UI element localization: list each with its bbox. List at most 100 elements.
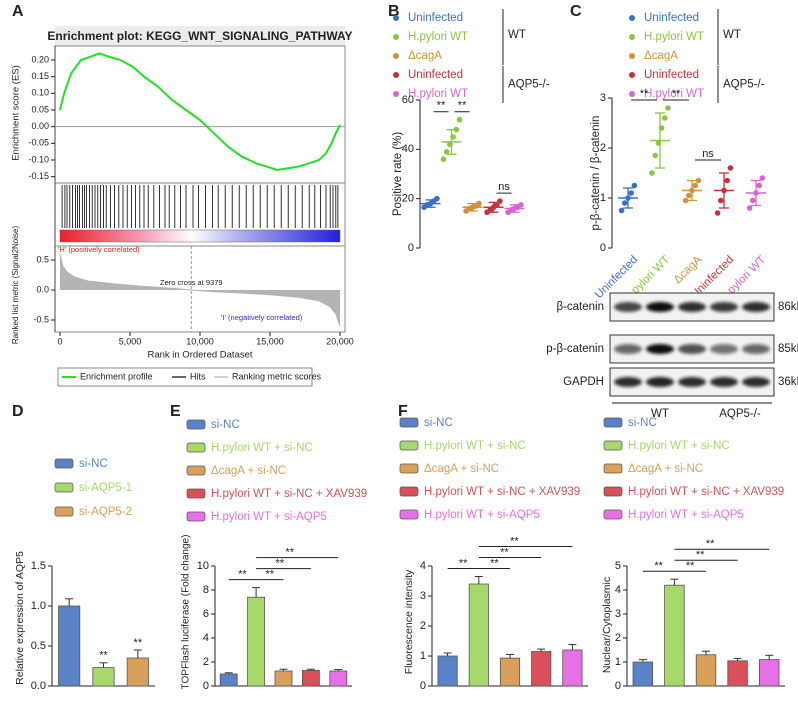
legend-label: H.pylori WT	[644, 88, 704, 100]
legend-swatch	[603, 486, 623, 497]
significance-label: **	[134, 637, 143, 649]
bar	[727, 660, 748, 687]
significance-label: **	[458, 100, 467, 112]
legend-swatch	[399, 417, 419, 428]
panel-label: D	[12, 403, 24, 420]
chart-title: Enrichment plot: KEGG_WNT_SIGNALING_PATH…	[47, 29, 352, 43]
data-point	[493, 202, 500, 208]
y-tick-label: 0.5	[36, 254, 49, 264]
y-tick-label: 4	[203, 632, 209, 644]
blot-size: 36kDa	[778, 376, 798, 388]
blot-band	[742, 302, 770, 312]
blot-group-label: WT	[651, 408, 669, 420]
legend-label: H.pylori WT	[644, 31, 704, 43]
legend-label: H.pylori WT	[408, 31, 468, 43]
y-axis-label: Enrichment score (ES)	[11, 65, 22, 161]
bar	[302, 670, 320, 687]
bar	[329, 670, 348, 687]
y-axis-label: TOPFlash luciferase (Fold change)	[181, 535, 192, 690]
blot-size: 86kDa	[778, 301, 798, 313]
y-axis-label: Positive rate (%)	[392, 132, 404, 217]
legend-label: si-NC	[424, 417, 453, 429]
y-tick-label: 2	[420, 620, 426, 632]
data-point	[434, 195, 440, 202]
significance-label: **	[437, 100, 446, 112]
blot-band	[678, 377, 706, 387]
legend-swatch	[399, 463, 419, 474]
group-label: WT	[723, 29, 741, 41]
legend-swatch	[186, 442, 206, 453]
blot-band	[646, 377, 674, 387]
significance-label: ns	[702, 148, 714, 160]
heat-bar	[59, 229, 341, 243]
legend-swatch	[54, 458, 74, 469]
significance-label: **	[706, 538, 715, 550]
blot-size: 85kDa	[778, 343, 798, 355]
y-tick-label: 0.0	[31, 680, 46, 692]
y-tick-label: 10	[197, 560, 209, 572]
y-tick-label: 5	[615, 560, 621, 572]
legend-label: si-NC	[211, 419, 240, 431]
legend-swatch	[603, 509, 623, 520]
blot-band	[614, 302, 642, 312]
data-point	[759, 175, 766, 181]
legend-swatch	[603, 417, 623, 428]
y-tick-label: 0.05	[31, 104, 49, 114]
bar	[437, 655, 458, 687]
legend-label: H.pylori WT + si-NC + XAV939	[628, 486, 784, 498]
y-tick-label: 0	[615, 680, 621, 692]
data-point	[724, 177, 730, 184]
significance-label: **	[490, 557, 499, 569]
legend-marker	[393, 72, 399, 78]
data-point	[497, 198, 503, 204]
legend-marker	[629, 53, 635, 59]
y-tick-label: 6	[203, 608, 209, 620]
legend-label: si-NC	[628, 417, 657, 429]
legend-swatch	[603, 440, 623, 451]
legend-swatch	[186, 465, 206, 476]
blot-band	[646, 302, 674, 312]
legend-label: H.pylori WT	[408, 88, 468, 100]
bar	[219, 673, 238, 687]
bar	[247, 596, 265, 687]
legend-label: si-NC	[79, 458, 108, 470]
bar	[664, 584, 685, 687]
legend-label: ΔcagA	[408, 50, 442, 62]
significance-label: **	[276, 558, 285, 570]
significance-label: **	[500, 546, 509, 558]
legend-label: H.pylori WT + si-NC + XAV939	[424, 486, 580, 498]
data-point	[750, 197, 756, 204]
x-tick-label: 5,000	[119, 336, 142, 346]
legend-label: ΔcagA	[644, 50, 678, 62]
y-tick-label: 8	[203, 584, 209, 596]
y-tick-label: 40	[402, 143, 414, 155]
blot-band	[614, 377, 642, 387]
legend-label: Hits	[190, 371, 206, 381]
panel-label: A	[12, 3, 24, 20]
legend-swatch	[399, 486, 419, 497]
significance-label: **	[238, 569, 247, 581]
significance-label: **	[99, 650, 108, 662]
legend-swatch	[186, 419, 206, 430]
legend-label: H.pylori WT + si-NC + XAV939	[211, 488, 367, 500]
legend-marker	[393, 91, 399, 97]
legend-label: H.pylori WT + si-NC	[628, 440, 730, 452]
legend-label: Uninfected	[408, 69, 463, 81]
y-tick-label: 4	[615, 584, 621, 596]
data-point	[686, 192, 692, 199]
data-point	[476, 200, 482, 207]
data-point	[682, 197, 689, 204]
blot-group-label: AQP5-/-	[719, 408, 761, 420]
x-axis-label: Rank in Ordered Dataset	[147, 350, 252, 361]
legend-swatch	[603, 463, 623, 474]
y-tick-label: 1.5	[31, 560, 46, 572]
bar	[499, 657, 521, 687]
data-point	[649, 170, 655, 176]
data-point	[631, 182, 638, 189]
y-tick-label: 4	[420, 560, 426, 572]
legend-label: ΔcagA + si-NC	[628, 463, 703, 475]
blot-band	[678, 302, 706, 312]
panel-label: E	[170, 403, 181, 420]
bar	[632, 661, 653, 687]
legend-swatch	[186, 511, 206, 522]
